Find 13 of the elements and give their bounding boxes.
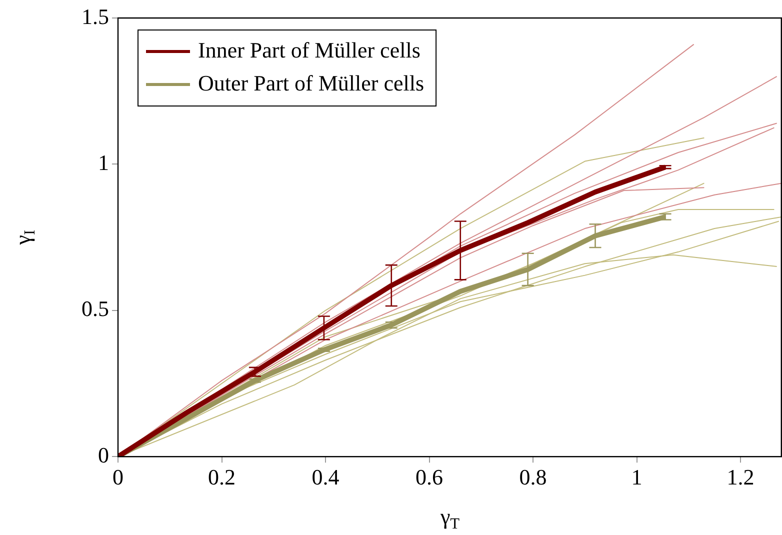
x-tick-label: 0.2 (208, 464, 236, 490)
legend-label: Outer Part of Müller cells (198, 70, 424, 96)
x-tick-label: 1 (631, 464, 642, 490)
y-tick-label: 0 (98, 442, 109, 468)
y-tick-label: 0.5 (82, 296, 109, 322)
x-tick-label: 0.4 (312, 464, 340, 490)
x-tick-label: 0.6 (416, 464, 443, 490)
legend-label: Inner Part of Müller cells (198, 37, 420, 62)
y-tick-label: 1 (98, 150, 109, 175)
x-tick-label: 1.2 (726, 464, 754, 490)
y-tick-label: 1.5 (82, 4, 109, 29)
y-axis-title: γI (10, 230, 39, 246)
x-tick-label: 0.8 (519, 464, 547, 490)
